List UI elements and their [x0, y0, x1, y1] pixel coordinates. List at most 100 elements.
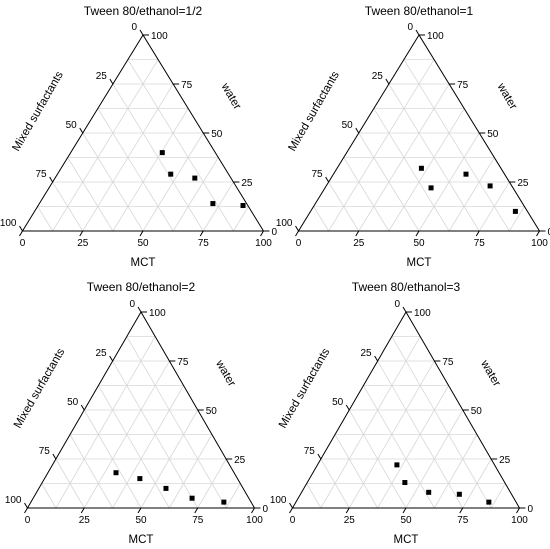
tick-label-mixed: 100 [276, 218, 293, 229]
grid-line [41, 483, 57, 509]
tick-mark [317, 453, 322, 460]
grid-line [127, 59, 234, 232]
tick-label-mct: 25 [344, 515, 356, 526]
grid-line [202, 181, 234, 232]
grid-line [448, 157, 495, 232]
tick-mark [139, 230, 144, 237]
tick-label-mct: 50 [137, 238, 149, 249]
tick-label-mct: 0 [296, 238, 302, 249]
grid-line [55, 458, 85, 509]
tick-label-water: 25 [241, 178, 253, 189]
grid-line [377, 385, 449, 509]
chart-title: Tween 80/ethanol=2 [87, 280, 196, 294]
data-point [456, 491, 462, 497]
tick-mark [325, 176, 330, 183]
tick-label-mct: 100 [255, 238, 272, 249]
tick-label-mct: 0 [25, 515, 31, 526]
grid-line [142, 132, 204, 232]
tick-label-mixed: 50 [332, 397, 344, 408]
data-point [168, 171, 174, 177]
tick-mark [260, 230, 264, 237]
tick-mark [109, 78, 114, 85]
data-point [159, 150, 165, 156]
tick-label-mixed: 25 [96, 348, 108, 359]
data-point [428, 185, 434, 191]
grid-line [140, 409, 199, 509]
grid-line [358, 132, 420, 232]
grid-line [320, 458, 350, 509]
tick-label-mct: 75 [474, 238, 486, 249]
tick-label-water: 100 [149, 308, 166, 319]
data-point [512, 208, 518, 214]
tick-label-water: 100 [427, 31, 444, 42]
chart-title: Tween 80/ethanol=3 [352, 280, 461, 294]
data-point [113, 470, 119, 476]
tick-mark [24, 502, 28, 509]
grid-line [388, 108, 465, 232]
axis-title-mct: MCT [407, 257, 432, 269]
data-point [402, 480, 408, 486]
grid-line [55, 336, 156, 509]
axis-title-mct: MCT [394, 534, 419, 546]
tick-mark [536, 230, 540, 237]
grid-line [52, 59, 159, 232]
data-point [192, 175, 198, 181]
grid-line [112, 108, 189, 232]
tick-mark [289, 507, 293, 514]
grid-line [112, 385, 184, 509]
tick-mark [402, 507, 407, 514]
grid-line [67, 157, 114, 232]
tick-label-mixed: 75 [39, 446, 51, 457]
axis-title-water: water [494, 80, 519, 111]
tick-label-water: 0 [548, 227, 550, 238]
tick-mark [355, 127, 360, 134]
tick-label-mixed: 0 [129, 299, 135, 310]
grid-line [52, 181, 84, 232]
grid-line [225, 483, 241, 509]
grid-line [403, 59, 510, 232]
grid-line [37, 206, 53, 232]
tick-label-water: 75 [181, 80, 193, 91]
tick-label-water: 25 [234, 455, 246, 466]
tick-label-mixed: 25 [372, 71, 384, 82]
grid-line [197, 458, 227, 509]
grid-line [172, 157, 219, 232]
grid-line [334, 434, 378, 509]
tick-mark [251, 507, 255, 514]
tick-label-mixed: 75 [304, 446, 316, 457]
tick-label-water: 25 [517, 178, 529, 189]
tick-mark [355, 230, 360, 237]
axis-title-mixed-surfactants: Mixed surfactants [12, 346, 68, 430]
grid-line [313, 206, 329, 232]
tick-mark [79, 230, 84, 237]
tick-mark [402, 306, 407, 313]
tick-label-mct: 25 [79, 515, 91, 526]
grid-line [169, 434, 213, 509]
tick-mark [139, 29, 144, 36]
tick-label-mixed: 25 [361, 348, 373, 359]
tick-label-mixed: 0 [407, 22, 413, 33]
tick-mark [345, 507, 350, 514]
tick-label-water: 75 [457, 80, 469, 91]
tick-label-water: 50 [211, 129, 223, 140]
grid-line [328, 59, 435, 232]
chart-title: Tween 80/ethanol=1/2 [84, 4, 203, 18]
data-point [394, 462, 400, 468]
tick-label-mixed: 0 [131, 22, 137, 33]
grid-line [373, 108, 450, 232]
tick-mark [516, 507, 520, 514]
tick-label-mixed: 100 [0, 218, 17, 229]
tick-label-water: 100 [414, 308, 431, 319]
tick-label-mixed: 75 [312, 169, 324, 180]
tick-mark [52, 453, 57, 460]
grid-line [320, 336, 421, 509]
grid-line [306, 483, 322, 509]
tick-label-mct: 25 [77, 238, 89, 249]
ternary-chart-1: Tween 80/ethanol=1/20 25 50 75 1000255075100… [0, 4, 278, 269]
tick-mark [109, 355, 114, 362]
tick-label-water: 50 [471, 406, 483, 417]
grid-line [418, 132, 480, 232]
ternary-chart-3: Tween 80/ethanol=20 25 50 75 100025507510002… [5, 280, 269, 546]
tick-label-mct: 0 [20, 238, 26, 249]
